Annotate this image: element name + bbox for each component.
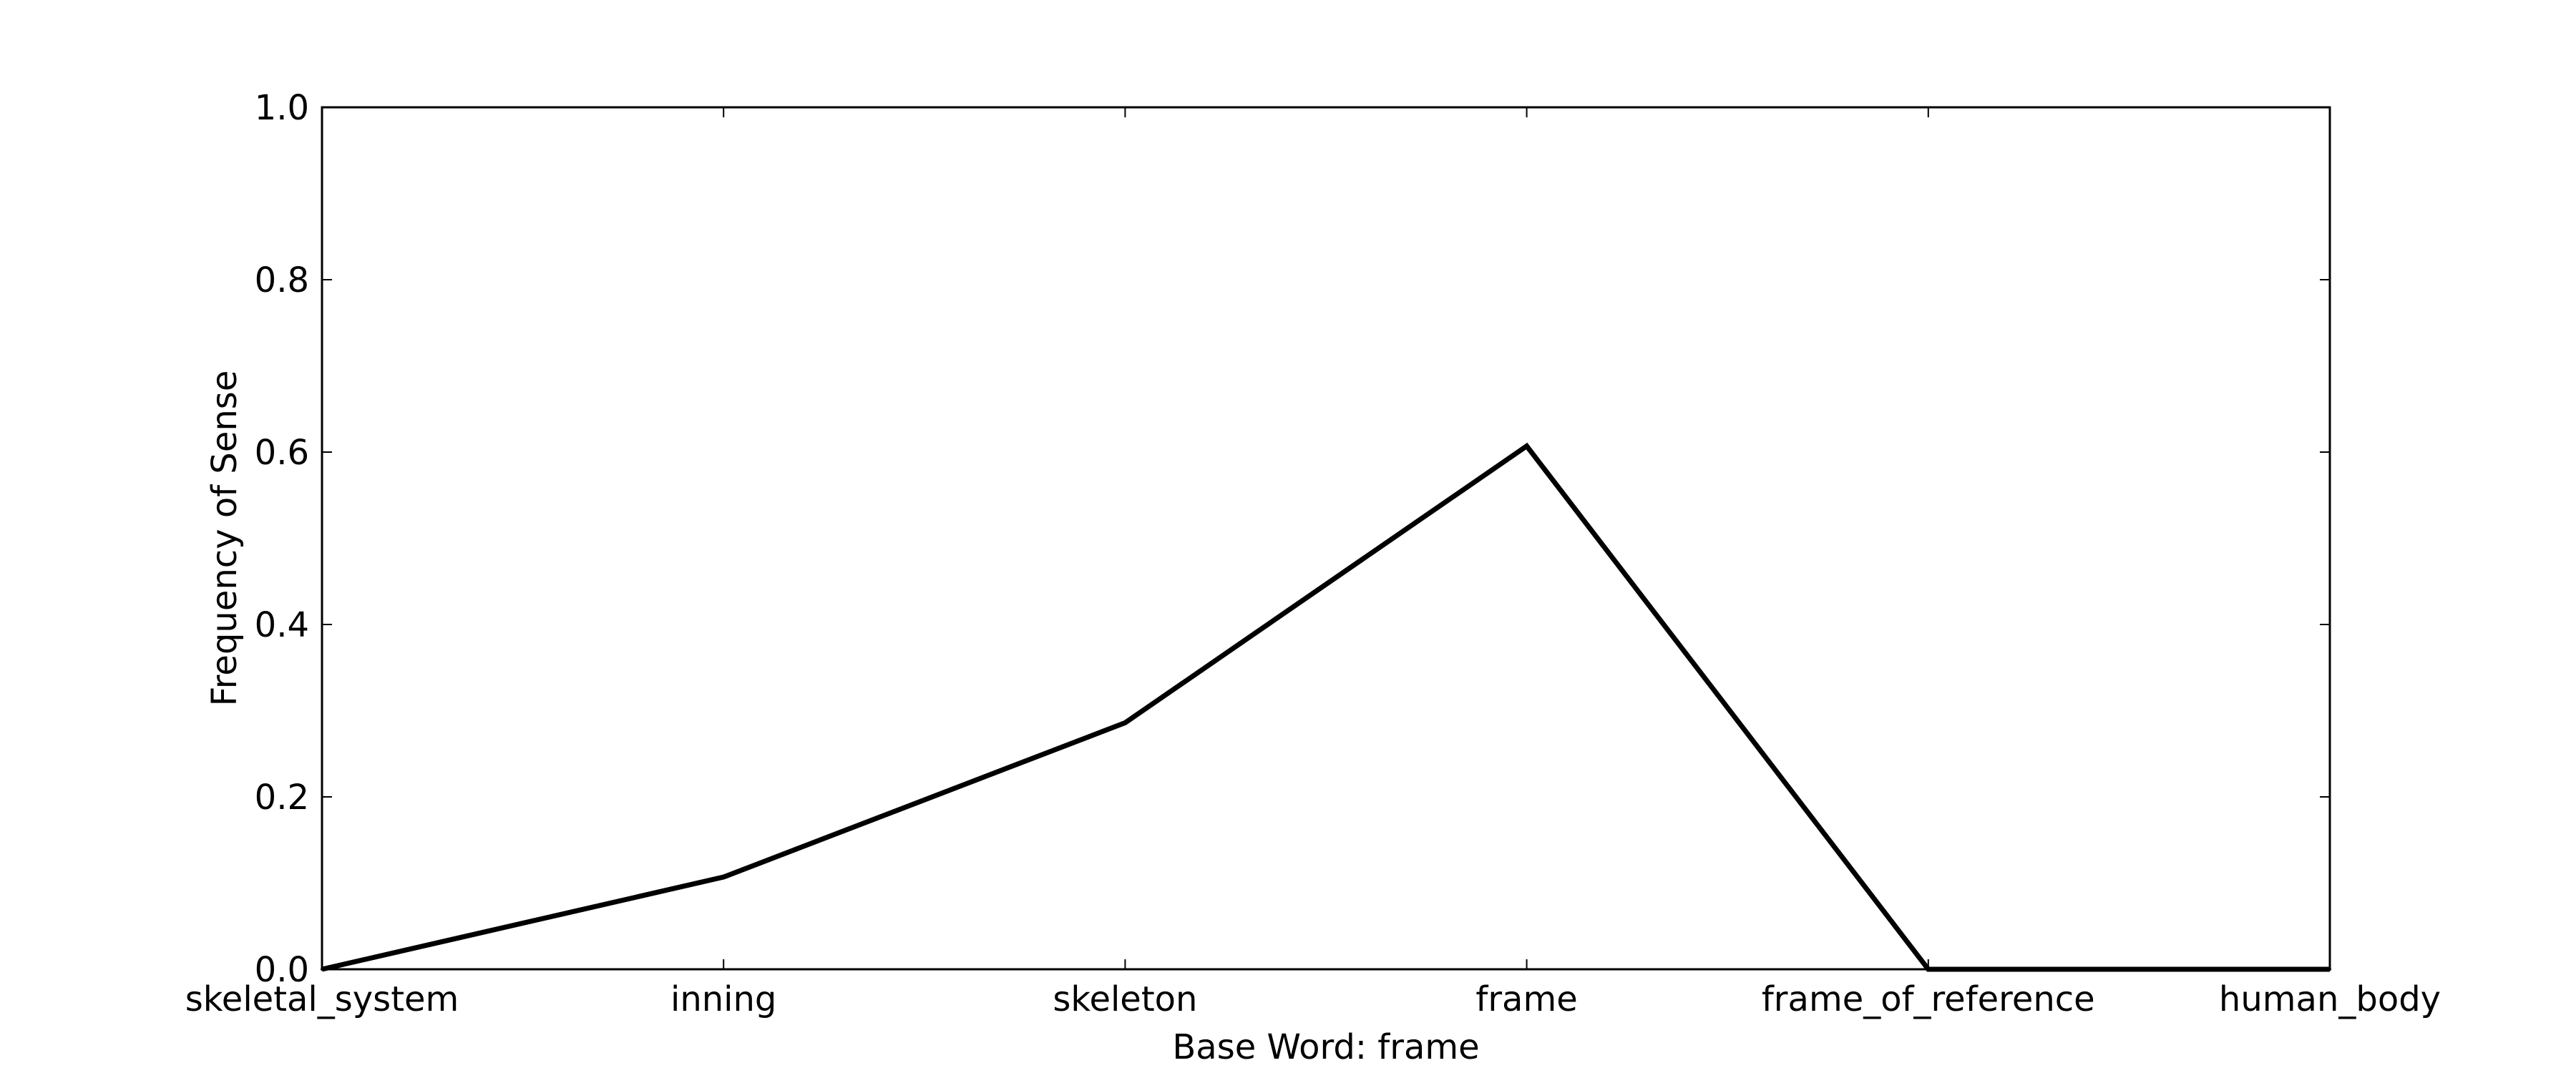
- series-layer: [321, 442, 2331, 972]
- y-tick-label: 0.4: [255, 605, 309, 645]
- y-tick-label: 0.6: [255, 433, 309, 473]
- data-point: [1123, 721, 1127, 725]
- plot-frame: [321, 106, 2331, 971]
- x-tick-label: skeletal_system: [185, 979, 459, 1019]
- data-point: [722, 876, 726, 879]
- x-tick-label: skeleton: [1053, 979, 1197, 1019]
- x-axis-label: Base Word: frame: [1172, 1027, 1479, 1067]
- y-tick-label: 0.0: [255, 950, 309, 990]
- data-point: [1926, 968, 1930, 971]
- data-point: [1525, 444, 1528, 448]
- x-tick-label: human_body: [2219, 979, 2441, 1019]
- y-axis-label: Frequency of Sense: [205, 371, 245, 707]
- x-tick-label: frame: [1475, 979, 1577, 1019]
- y-tick-label: 0.2: [255, 778, 309, 818]
- x-tick-label: inning: [670, 979, 776, 1019]
- data-point: [2328, 968, 2331, 971]
- series-line: [321, 442, 2330, 972]
- y-tick-label: 1.0: [255, 88, 309, 128]
- data-point: [321, 968, 323, 971]
- plot-area-border: [321, 106, 2331, 971]
- x-tick-label: frame_of_reference: [1762, 979, 2095, 1019]
- ticks: 0.0 0.2 0.4 0.6 0.8 1.0 skeletal_system inning s…: [185, 88, 2441, 1019]
- y-tick-label: 0.8: [255, 260, 309, 300]
